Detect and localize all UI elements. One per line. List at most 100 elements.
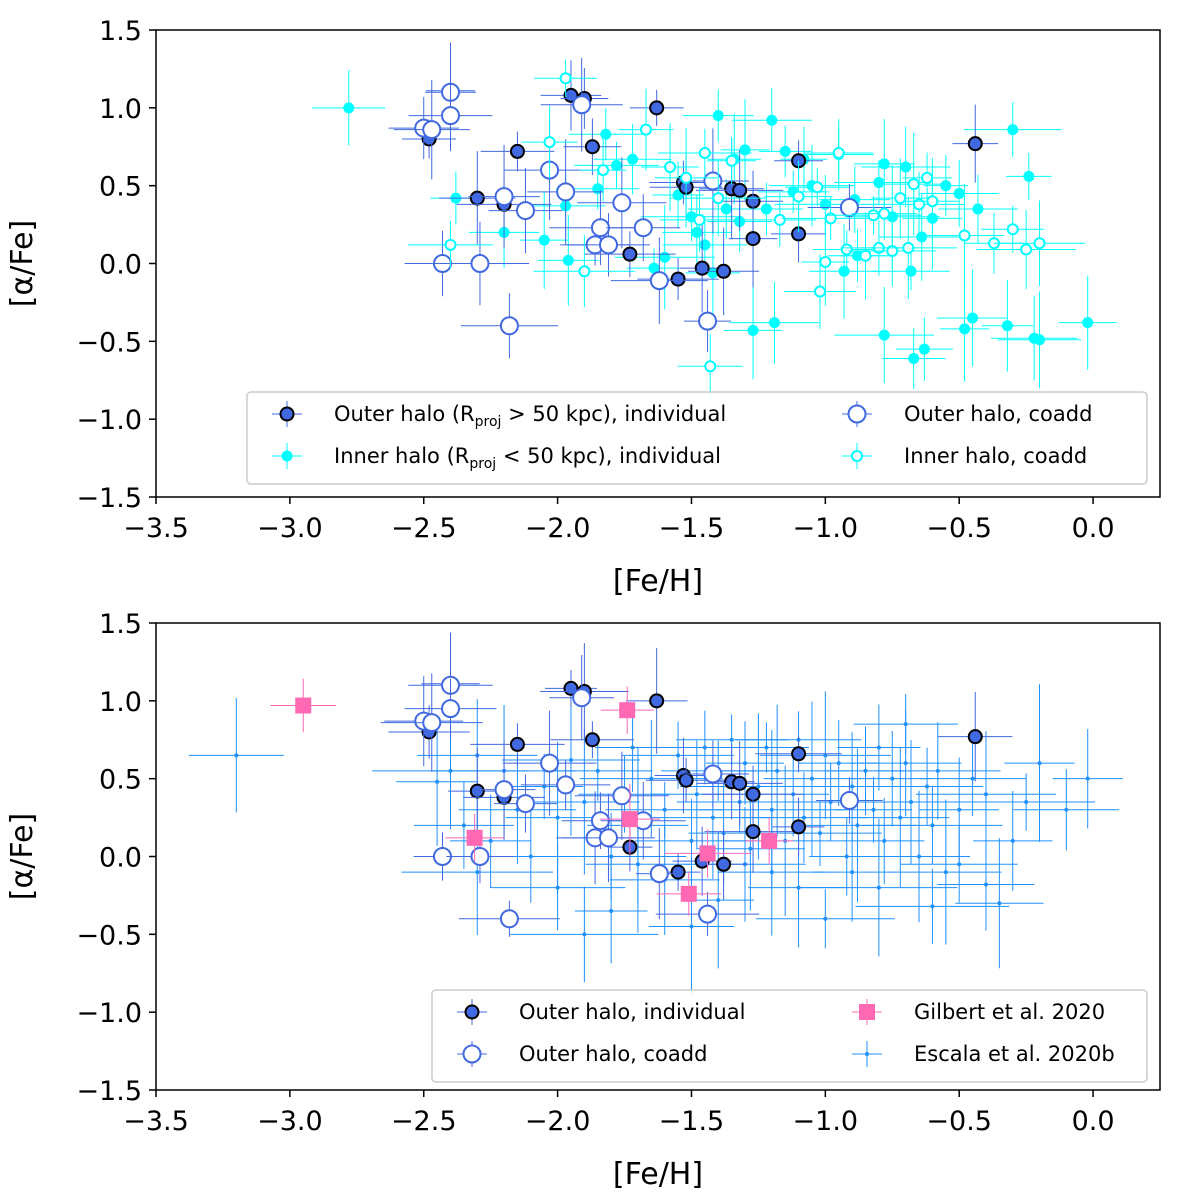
- data-point: [703, 764, 723, 784]
- data-point: [707, 267, 719, 279]
- data-point: [823, 916, 828, 921]
- legend-item: Outer halo (Rproj > 50 kpc), individual: [272, 401, 726, 430]
- legend-label-main: Outer halo, coadd: [904, 402, 1092, 426]
- data-point: [555, 815, 560, 820]
- data-point: [1006, 223, 1019, 236]
- data-point: [850, 784, 855, 789]
- data-point: [882, 838, 887, 843]
- data-point: [930, 904, 935, 909]
- data-point: [1082, 317, 1094, 329]
- data-point: [578, 265, 591, 278]
- data-point: [775, 768, 780, 773]
- data-point: [562, 254, 574, 266]
- data-point: [863, 768, 868, 773]
- data-point: [1024, 800, 1029, 805]
- data-point: [639, 123, 652, 136]
- data-point: [925, 784, 930, 789]
- legend-label: Outer halo, coadd: [904, 402, 1092, 426]
- data-point: [1033, 237, 1046, 250]
- data-point: [850, 870, 855, 875]
- legend-label-main: Outer halo, individual: [519, 1000, 745, 1024]
- data-point: [823, 753, 828, 758]
- data-point: [234, 753, 239, 758]
- data-point: [761, 832, 778, 849]
- x-tick-label: −2.5: [391, 1106, 457, 1137]
- data-point: [422, 120, 442, 140]
- data-point: [903, 722, 908, 727]
- data-point: [543, 136, 556, 149]
- data-point: [712, 192, 725, 205]
- data-point: [917, 854, 922, 859]
- data-point: [832, 146, 845, 159]
- x-axis-label: [Fe/H]: [613, 1157, 703, 1192]
- legend-marker: [865, 1052, 869, 1056]
- data-point: [680, 171, 693, 184]
- data-point: [689, 924, 694, 929]
- legend-label-rest: < 50 kpc), individual: [496, 444, 721, 468]
- data-point: [469, 190, 485, 206]
- data-point: [839, 790, 859, 810]
- data-point: [633, 218, 653, 238]
- x-tick-label: −0.5: [926, 1106, 992, 1137]
- data-point: [813, 285, 826, 298]
- data-point: [595, 768, 600, 773]
- data-point: [957, 807, 962, 812]
- bottom-panel: −3.5 −3.0 −2.5 −2.0 −1.5 −1.0 −0.5 0.0 −1.5 −1.0 −…: [5, 609, 1161, 1192]
- data-point: [909, 800, 914, 805]
- data-point: [461, 823, 466, 828]
- data-point: [649, 693, 665, 709]
- data-point: [648, 262, 660, 274]
- data-point: [768, 317, 780, 329]
- series-inner-halo-coadd: [408, 59, 1086, 399]
- x-tick-label: −2.0: [525, 1106, 591, 1137]
- data-point: [972, 203, 984, 215]
- series-outer-halo-rproj-50-kpc-individual: [402, 60, 999, 316]
- legend-label-subscript: proj: [475, 414, 502, 430]
- data-point: [716, 898, 721, 903]
- y-tick-label: 1.5: [99, 16, 142, 47]
- data-point: [582, 932, 587, 937]
- data-point: [555, 885, 560, 890]
- data-point: [876, 745, 881, 750]
- legend-item: Gilbert et al. 2020: [852, 999, 1105, 1025]
- legend-item: Outer halo, individual: [457, 999, 745, 1025]
- legend: Outer halo (Rproj > 50 kpc), individualI…: [246, 391, 1148, 485]
- data-point: [766, 114, 778, 126]
- data-point: [967, 729, 983, 745]
- data-point: [444, 238, 457, 251]
- data-point: [704, 360, 717, 373]
- data-point: [958, 229, 971, 242]
- data-point: [469, 783, 485, 799]
- y-tick-label: 1.0: [99, 687, 142, 718]
- x-axis-label: [Fe/H]: [613, 564, 703, 599]
- data-point: [997, 901, 1002, 906]
- y-tick-label: 0.5: [99, 172, 142, 203]
- x-tick-label: −2.0: [525, 513, 591, 544]
- data-point: [732, 775, 748, 791]
- data-point: [582, 800, 587, 805]
- data-point: [698, 904, 718, 924]
- data-point: [542, 784, 547, 789]
- data-point: [710, 815, 715, 820]
- data-point: [855, 823, 860, 828]
- data-point: [729, 737, 734, 742]
- data-point: [670, 271, 686, 287]
- data-point: [572, 688, 592, 708]
- data-point: [622, 246, 638, 262]
- data-point: [598, 235, 618, 255]
- data-point: [725, 154, 738, 167]
- data-point: [649, 100, 665, 116]
- data-point: [630, 745, 635, 750]
- data-point: [745, 231, 761, 247]
- data-point: [716, 856, 732, 872]
- y-tick-label: −1.0: [76, 405, 142, 436]
- data-point: [903, 761, 908, 766]
- data-point: [694, 260, 710, 276]
- data-point: [839, 197, 859, 217]
- data-point: [619, 702, 636, 719]
- data-point: [824, 212, 837, 225]
- plot-area: [188, 632, 1123, 996]
- data-point: [902, 241, 915, 254]
- x-tick-label: −3.0: [257, 513, 323, 544]
- x-tick-label: −0.5: [926, 513, 992, 544]
